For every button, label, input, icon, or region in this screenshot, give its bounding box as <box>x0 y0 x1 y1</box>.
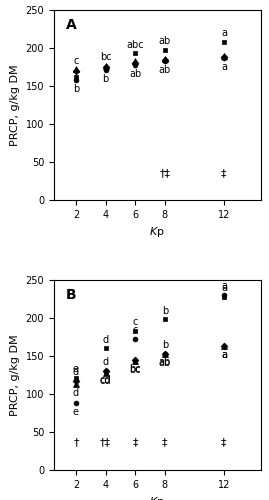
Text: a: a <box>221 282 227 292</box>
Text: d: d <box>102 358 109 368</box>
Text: B: B <box>66 288 77 302</box>
Text: e: e <box>73 364 79 374</box>
Text: ‡: ‡ <box>221 438 227 448</box>
Text: bc: bc <box>129 365 141 375</box>
X-axis label: $\it{K}$p: $\it{K}$p <box>150 496 165 500</box>
Text: bc: bc <box>129 364 141 374</box>
Text: ‡: ‡ <box>162 438 168 448</box>
Text: b: b <box>162 340 168 350</box>
Text: d: d <box>102 334 109 344</box>
Y-axis label: PRCP, g/kg DM: PRCP, g/kg DM <box>10 64 20 146</box>
Text: †: † <box>73 438 79 448</box>
Text: b: b <box>102 74 109 84</box>
Text: †‡: †‡ <box>159 168 170 177</box>
Text: bc: bc <box>100 52 111 62</box>
Text: c: c <box>133 326 138 336</box>
X-axis label: $\it{K}$p: $\it{K}$p <box>150 226 165 239</box>
Y-axis label: PRCP, g/kg DM: PRCP, g/kg DM <box>10 334 20 416</box>
Text: ab: ab <box>159 358 171 368</box>
Text: d: d <box>73 388 79 398</box>
Text: a: a <box>221 350 227 360</box>
Text: ‡: ‡ <box>221 168 227 177</box>
Text: a: a <box>221 283 227 293</box>
Text: cd: cd <box>100 376 111 386</box>
Text: ab: ab <box>159 64 171 74</box>
Text: †‡: †‡ <box>100 438 111 448</box>
Text: abc: abc <box>126 40 144 50</box>
Text: ab: ab <box>129 68 141 78</box>
Text: a: a <box>221 62 227 72</box>
Text: b: b <box>73 84 79 94</box>
Text: b: b <box>162 306 168 316</box>
Text: ab: ab <box>159 36 171 46</box>
Text: cd: cd <box>100 375 111 385</box>
Text: d: d <box>73 367 79 377</box>
Text: c: c <box>133 317 138 327</box>
Text: ab: ab <box>159 358 171 368</box>
Text: a: a <box>221 350 227 360</box>
Text: a: a <box>221 28 227 38</box>
Text: e: e <box>73 407 79 417</box>
Text: ‡: ‡ <box>132 438 138 448</box>
Text: c: c <box>73 56 79 66</box>
Text: A: A <box>66 18 77 32</box>
